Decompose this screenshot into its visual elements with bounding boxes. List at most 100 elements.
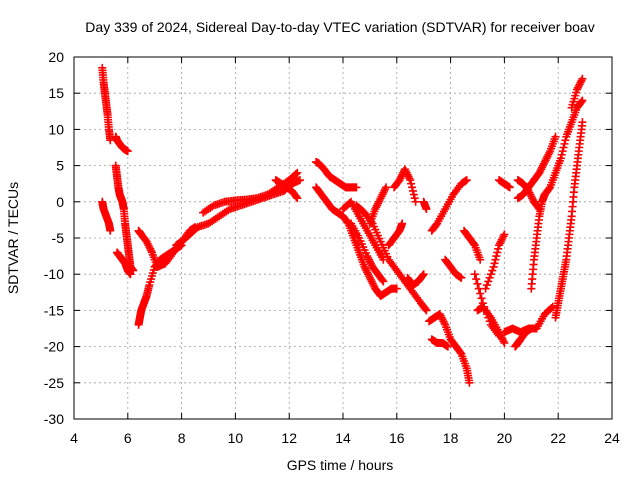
data-point <box>381 185 390 194</box>
data-point <box>378 190 387 199</box>
data-point <box>551 132 560 141</box>
x-tick-labels: 4 6 8 10 12 14 16 18 20 22 24 <box>70 430 620 446</box>
data-point <box>489 262 498 271</box>
data-point <box>485 273 494 282</box>
data-point <box>371 205 380 214</box>
data-point <box>421 305 430 314</box>
data-point <box>396 174 405 183</box>
data-point <box>406 176 415 185</box>
data-point <box>408 183 417 192</box>
x-tick-label: 10 <box>228 430 244 446</box>
chart-title: Day 339 of 2024, Sidereal Day-to-day VTE… <box>85 19 594 35</box>
data-point <box>395 176 404 185</box>
data-point <box>366 259 375 268</box>
data-point <box>474 284 483 293</box>
data-point <box>495 241 504 250</box>
data-point <box>497 235 506 244</box>
data-point <box>379 188 388 197</box>
data-point <box>470 270 479 279</box>
data-point <box>545 184 554 193</box>
data-point <box>558 147 567 156</box>
x-tick-label: 12 <box>281 430 297 446</box>
data-point <box>540 157 549 166</box>
data-point <box>539 159 548 168</box>
data-point <box>556 154 565 163</box>
data-point <box>365 272 374 281</box>
y-tick-label: 0 <box>56 194 64 210</box>
x-tick-label: 8 <box>178 430 186 446</box>
data-point <box>123 147 132 156</box>
data-point <box>106 226 115 235</box>
data-point <box>577 97 586 106</box>
data-point <box>541 156 550 165</box>
data-point <box>411 197 420 206</box>
data-point <box>366 275 375 284</box>
data-point <box>293 194 302 203</box>
data-point <box>378 276 387 285</box>
data-point <box>469 240 478 249</box>
data-point <box>404 172 413 181</box>
data-point <box>542 154 551 163</box>
data-point <box>422 306 431 315</box>
data-point <box>379 277 388 286</box>
data-point <box>457 273 466 282</box>
data-point <box>544 150 553 159</box>
data-point <box>365 273 374 282</box>
data-point <box>496 331 505 340</box>
grid <box>74 57 612 419</box>
data-point <box>477 294 486 303</box>
data-point <box>500 230 509 239</box>
data-point <box>376 194 385 203</box>
data-point <box>498 234 507 242</box>
data-point <box>527 324 536 333</box>
data-point <box>407 179 416 188</box>
data-point <box>538 161 547 170</box>
data-point <box>575 80 584 89</box>
data-point <box>382 183 391 192</box>
x-tick-label: 16 <box>389 430 405 446</box>
x-tick-label: 4 <box>70 430 78 446</box>
data-point <box>443 342 452 351</box>
data-point <box>476 255 485 264</box>
data-point <box>208 202 217 211</box>
plot-frame <box>73 56 613 420</box>
x-tick-label: 20 <box>497 430 513 446</box>
data-point <box>398 219 407 228</box>
data-point <box>578 96 587 105</box>
data-point <box>392 284 401 293</box>
data-point <box>574 81 583 90</box>
data-point <box>545 148 554 157</box>
data-point <box>374 197 383 206</box>
data-point <box>548 302 557 311</box>
data-point <box>365 257 374 266</box>
y-tick-label: 5 <box>56 158 64 174</box>
x-tick-label: 24 <box>604 430 620 446</box>
data-point <box>410 194 419 203</box>
data-point <box>573 85 582 94</box>
data-point <box>456 348 465 357</box>
data-point <box>405 174 414 183</box>
data-point <box>576 78 585 87</box>
y-tick-label: -20 <box>44 339 64 355</box>
data-point <box>408 186 417 195</box>
data-point <box>142 237 151 246</box>
data-point <box>497 333 506 342</box>
data-point <box>403 170 412 179</box>
data-point <box>435 310 444 319</box>
data-point <box>499 337 508 346</box>
data-point <box>500 338 509 347</box>
data-point <box>293 168 302 177</box>
data-point <box>291 170 300 179</box>
data-point <box>373 201 382 210</box>
data-point <box>363 252 372 261</box>
y-tick-label: -15 <box>44 302 64 318</box>
data-point <box>343 218 352 227</box>
data-point <box>573 83 582 92</box>
data-point <box>526 190 535 199</box>
data-point <box>372 203 381 212</box>
data-point <box>505 183 514 192</box>
data-point <box>360 262 369 271</box>
data-point <box>375 195 384 204</box>
y-tick-label: -30 <box>44 411 64 427</box>
